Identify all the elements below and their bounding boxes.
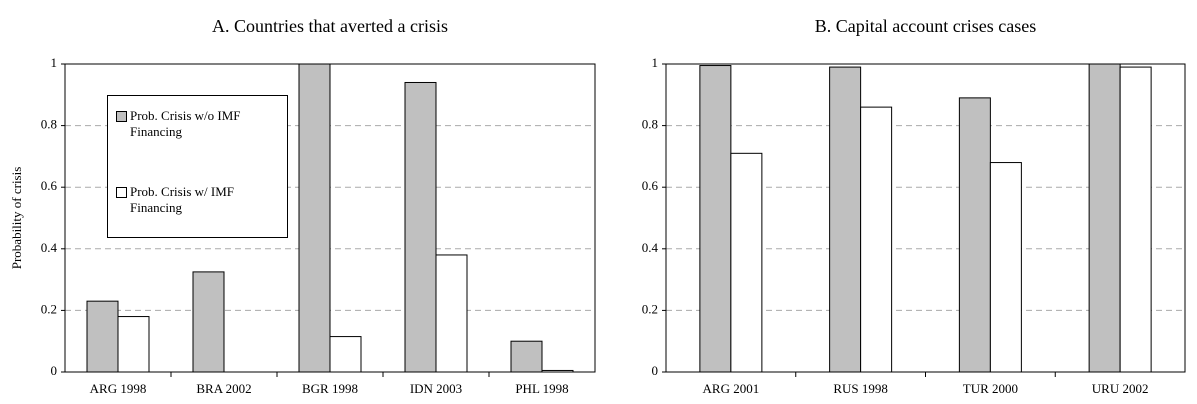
y-tick-label: 0.6 [642,178,659,193]
x-tick-label: BGR 1998 [302,381,358,396]
legend: Prob. Crisis w/o IMF Financing Prob. Cris… [107,95,288,238]
bar [1119,66,1152,373]
bar [989,162,1022,373]
x-tick-label: IDN 2003 [410,381,462,396]
legend-item: Prob. Crisis w/o IMF Financing [116,108,279,140]
y-tick-label: 0.2 [41,301,57,316]
bar [404,81,437,373]
bar [117,316,150,373]
legend-item: Prob. Crisis w/ IMF Financing [116,184,279,216]
y-tick-label: 0.2 [642,301,658,316]
chart-title: B. Capital account crises cases [815,16,1036,36]
x-tick-label: PHL 1998 [515,381,568,396]
bar [329,336,362,373]
bar [435,254,468,373]
legend-swatch [116,111,127,122]
y-tick-label: 1 [652,55,659,70]
bar [541,369,574,373]
legend-label: Prob. Crisis w/o IMF Financing [130,108,241,139]
legend-swatch [116,187,127,198]
y-tick-label: 0 [652,363,659,378]
y-axis-label: Probability of crisis [9,167,24,270]
bar [192,271,225,373]
bar [829,66,862,373]
x-tick-label: BRA 2002 [196,381,251,396]
y-tick-label: 1 [51,55,58,70]
y-tick-label: 0.8 [41,117,57,132]
bar [699,65,732,373]
x-tick-label: URU 2002 [1092,381,1149,396]
x-tick-label: ARG 2001 [703,381,760,396]
y-tick-label: 0.6 [41,178,58,193]
bar [86,300,119,373]
x-tick-label: ARG 1998 [90,381,147,396]
bar [298,63,331,373]
legend-label: Prob. Crisis w/ IMF Financing [130,184,235,215]
chart-title: A. Countries that averted a crisis [212,16,448,36]
bar [1088,63,1121,373]
bar [510,340,543,373]
bar [958,97,991,373]
y-tick-label: 0.4 [642,240,659,255]
bar [730,152,763,373]
y-tick-label: 0.4 [41,240,58,255]
x-tick-label: TUR 2000 [963,381,1018,396]
bar [860,106,893,373]
x-tick-label: RUS 1998 [833,381,888,396]
y-tick-label: 0.8 [642,117,658,132]
y-tick-label: 0 [51,363,58,378]
